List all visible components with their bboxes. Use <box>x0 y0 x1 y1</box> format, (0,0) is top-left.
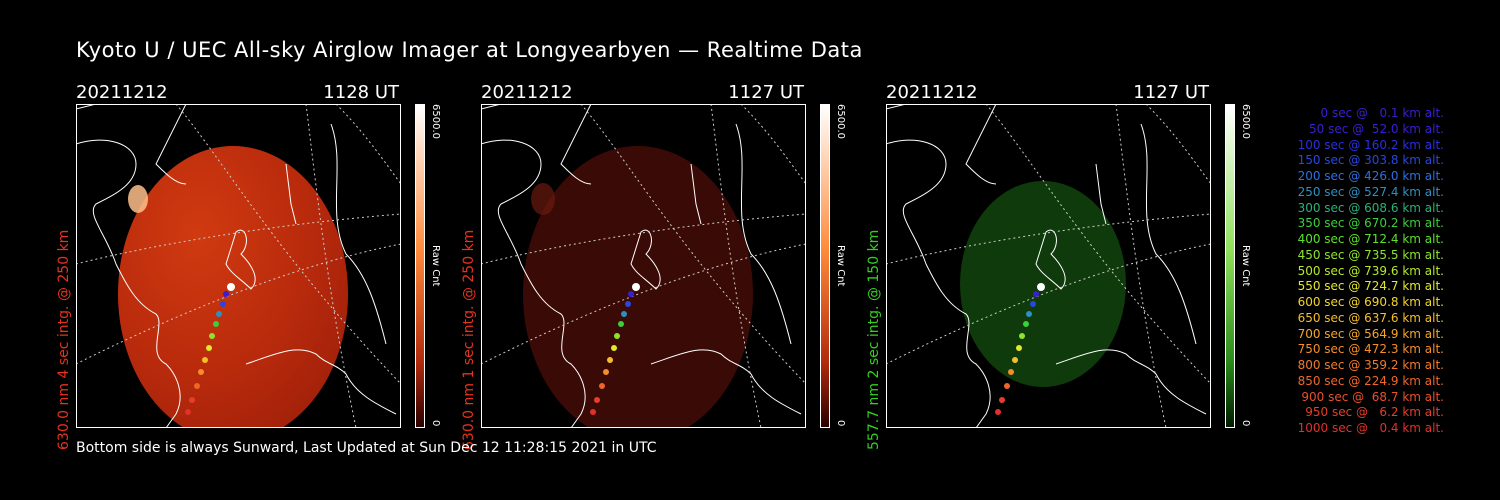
allsky-image-map <box>76 104 401 428</box>
imager-panel-2: 20211212 1127 UT 630.0 nm 1 sec intg. @ … <box>461 80 921 450</box>
coastline <box>481 104 802 428</box>
colorbar-max: 6500.0 <box>1240 104 1251 139</box>
legend-entry: 350 sec @ 670.2 km alt. <box>1297 216 1444 231</box>
legend-entry: 650 sec @ 637.6 km alt. <box>1297 310 1444 325</box>
legend-entry: 250 sec @ 527.4 km alt. <box>1297 184 1444 199</box>
trajectory-dots <box>185 283 235 415</box>
imager-panel-3: 20211212 1127 UT 557.7 nm 2 sec intg. @ … <box>866 80 1326 450</box>
panel-wavelength-label: 630.0 nm 4 sec intg. @ 250 km <box>56 229 72 450</box>
grid-lines <box>886 104 1211 428</box>
legend-entry: 200 sec @ 426.0 km alt. <box>1297 169 1444 183</box>
panel-date: 20211212 <box>886 82 978 103</box>
legend-entry: 550 sec @ 724.7 km alt. <box>1297 279 1444 294</box>
panel-date: 20211212 <box>481 82 573 103</box>
panel-wavelength-label: 557.7 nm 2 sec intg. @ 150 km <box>866 229 882 450</box>
panel-wavelength-label: 630.0 nm 1 sec intg. @ 250 km <box>461 229 477 450</box>
colorbar <box>1225 104 1235 428</box>
legend-entry: 900 sec @ 68.7 km alt. <box>1301 389 1444 404</box>
legend-entry: 500 sec @ 739.6 km alt. <box>1297 263 1444 278</box>
legend-entry: 1000 sec @ 0.4 km alt. <box>1297 421 1444 435</box>
grid-lines <box>481 104 806 428</box>
legend-entry: 600 sec @ 690.8 km alt. <box>1297 295 1444 309</box>
panel-time: 1128 UT <box>323 82 399 103</box>
legend-entry: 0 sec @ 0.1 km alt. <box>1320 106 1445 120</box>
legend-entry: 750 sec @ 472.3 km alt. <box>1297 342 1444 357</box>
legend-entry: 300 sec @ 608.6 km alt. <box>1297 200 1444 215</box>
allsky-image-map <box>481 104 806 428</box>
panel-time: 1127 UT <box>1133 82 1209 103</box>
colorbar-min: 0 <box>1240 420 1251 427</box>
colorbar <box>415 104 425 428</box>
colorbar-unit: Raw Cnt <box>835 245 846 287</box>
trajectory-dots <box>590 283 640 415</box>
colorbar-min: 0 <box>835 420 846 427</box>
legend-entry: 850 sec @ 224.9 km alt. <box>1297 373 1444 388</box>
page-title: Kyoto U / UEC All-sky Airglow Imager at … <box>76 38 863 62</box>
grid-lines <box>76 104 401 428</box>
legend-entry: 950 sec @ 6.2 km alt. <box>1305 405 1444 420</box>
allsky-image-map <box>886 104 1211 428</box>
legend-entry: 50 sec @ 52.0 km alt. <box>1309 121 1444 136</box>
legend-entry: 100 sec @ 160.2 km alt. <box>1297 137 1444 152</box>
legend-entry: 450 sec @ 735.5 km alt. <box>1297 247 1444 262</box>
colorbar-unit: Raw Cnt <box>1240 245 1251 287</box>
coastline <box>886 104 1207 428</box>
colorbar <box>820 104 830 428</box>
legend-entry: 800 sec @ 359.2 km alt. <box>1297 358 1444 372</box>
legend-entry: 400 sec @ 712.4 km alt. <box>1297 232 1444 246</box>
imager-panel-1: 20211212 1128 UT 630.0 nm 4 sec intg. @ … <box>56 80 516 450</box>
colorbar-min: 0 <box>430 420 441 427</box>
trajectory-legend: 0 sec @ 0.1 km alt. 50 sec @ 52.0 km alt… <box>1262 106 1444 437</box>
aurora-bright-spot <box>128 185 148 213</box>
legend-entry: 700 sec @ 564.9 km alt. <box>1297 326 1444 341</box>
legend-entry: 150 sec @ 303.8 km alt. <box>1297 153 1444 168</box>
colorbar-max: 6500.0 <box>835 104 846 139</box>
panel-time: 1127 UT <box>728 82 804 103</box>
panel-date: 20211212 <box>76 82 168 103</box>
trajectory-dots <box>995 283 1045 415</box>
footer-note: Bottom side is always Sunward, Last Upda… <box>76 440 657 456</box>
colorbar-max: 6500.0 <box>430 104 441 139</box>
colorbar-unit: Raw Cnt <box>430 245 441 287</box>
